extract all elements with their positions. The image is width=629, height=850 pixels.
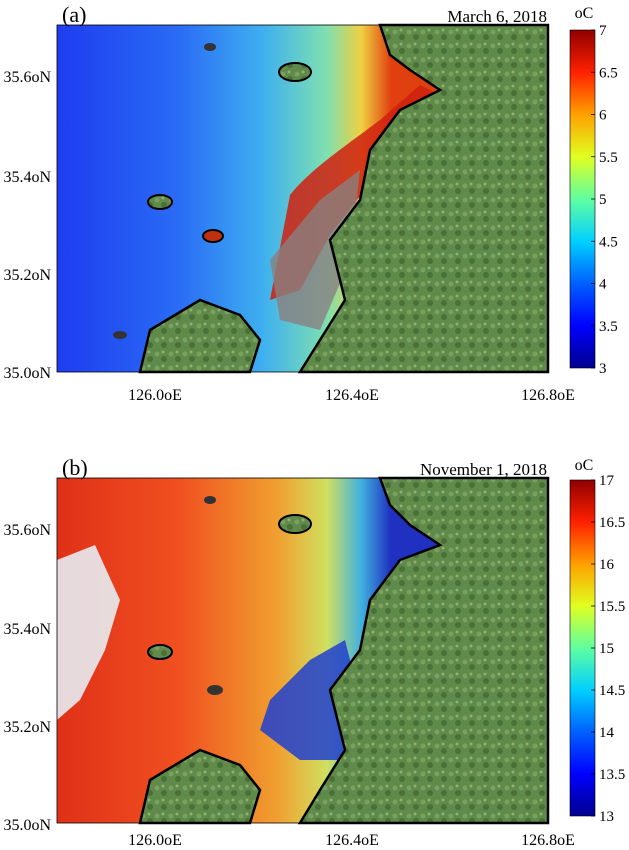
panel-label-a: (a): [62, 2, 86, 27]
colorbar-tick-label: 16.5: [599, 515, 625, 531]
island-a-4: [204, 43, 216, 51]
colorbar-tick-label: 14.5: [599, 683, 625, 699]
colorbar-tick-label: 17: [599, 473, 615, 489]
colorbar-tick-label: 3: [599, 361, 607, 377]
colorbar-tick-label: 6: [599, 108, 607, 124]
lat-tick: 35.2oN: [3, 267, 51, 284]
island-a-1: [278, 62, 312, 82]
panel-label-b: (b): [62, 455, 88, 480]
colorbar-tick-label: 5.5: [599, 150, 618, 166]
island-a-5: [113, 331, 127, 339]
lon-tick: 126.4oE: [325, 387, 379, 404]
island-a-3: [202, 229, 224, 243]
map-frame-b: [56, 477, 549, 824]
lat-tick: 35.6oN: [3, 522, 51, 539]
colorbar-scale-a: [569, 29, 596, 369]
lon-tick: 126.0oE: [128, 387, 182, 404]
date-label-a: March 6, 2018: [447, 7, 547, 26]
island-b-3: [207, 685, 223, 695]
map-frame-a: [56, 24, 549, 373]
lat-tick: 35.2oN: [3, 719, 51, 736]
colorbar-tick-label: 15: [599, 641, 614, 657]
colorbar-tick-label: 4: [599, 277, 607, 293]
panel-b: (b) November 1, 2018 35.6oN 35.4oN 35.2o…: [3, 455, 625, 849]
island-b-2: [147, 644, 173, 660]
lon-tick: 126.8oE: [521, 387, 575, 404]
date-label-b: November 1, 2018: [420, 460, 547, 479]
lon-tick: 126.8oE: [521, 832, 575, 849]
tidal-flat-a: [270, 170, 360, 330]
colorbar-tick-label: 14: [599, 725, 615, 741]
lat-tick: 35.0oN: [3, 365, 51, 382]
colorbar-a: oC 7 6.5 6 5.5 5 4.5 4 3.5 3: [569, 5, 618, 377]
colorbar-tick-label: 16: [599, 557, 615, 573]
island-b-4: [204, 496, 216, 504]
lat-tick: 35.4oN: [3, 169, 51, 186]
lat-tick: 35.4oN: [3, 621, 51, 638]
colorbar-tick-label: 13.5: [599, 767, 625, 783]
colorbar-tick-label: 4.5: [599, 234, 618, 250]
map-b: [56, 476, 550, 825]
colorbar-ticks-a: 7 6.5 6 5.5 5 4.5 4 3.5 3: [591, 23, 618, 377]
colorbar-b: oC 17 16.5 16 15.5 15 14.5 14 13.5 13: [569, 457, 625, 825]
colorbar-tick-label: 3.5: [599, 319, 618, 335]
cloud-cover-b: [57, 545, 120, 720]
lat-ticks-a: 35.6oN 35.4oN 35.2oN 35.0oN: [3, 69, 51, 382]
island-a-2: [147, 194, 173, 210]
lon-tick: 126.0oE: [128, 832, 182, 849]
lat-ticks-b: 35.6oN 35.4oN 35.2oN 35.0oN: [3, 522, 51, 834]
colorbar-tick-label: 7: [599, 23, 607, 39]
cold-plume-b: [260, 640, 360, 760]
map-a: [56, 23, 550, 374]
colorbar-tick-label: 15.5: [599, 599, 625, 615]
colorbar-scale-b: [569, 479, 596, 817]
lat-tick: 35.0oN: [3, 817, 51, 834]
lat-tick: 35.6oN: [3, 69, 51, 86]
colorbar-tick-label: 6.5: [599, 65, 618, 81]
panel-a: (a) March 6, 2018 35.6oN 35.4oN 35.2oN 3…: [3, 2, 617, 404]
island-b-1: [278, 514, 312, 534]
colorbar-tick-label: 5: [599, 192, 607, 208]
colorbar-tick-label: 13: [599, 809, 614, 825]
lon-tick: 126.4oE: [325, 832, 379, 849]
lon-ticks-b: 126.0oE 126.4oE 126.8oE: [128, 832, 575, 849]
colorbar-unit-a: oC: [575, 5, 594, 22]
lon-ticks-a: 126.0oE 126.4oE 126.8oE: [128, 387, 575, 404]
colorbar-unit-b: oC: [575, 457, 594, 474]
colorbar-ticks-b: 17 16.5 16 15.5 15 14.5 14 13.5 13: [591, 473, 625, 825]
